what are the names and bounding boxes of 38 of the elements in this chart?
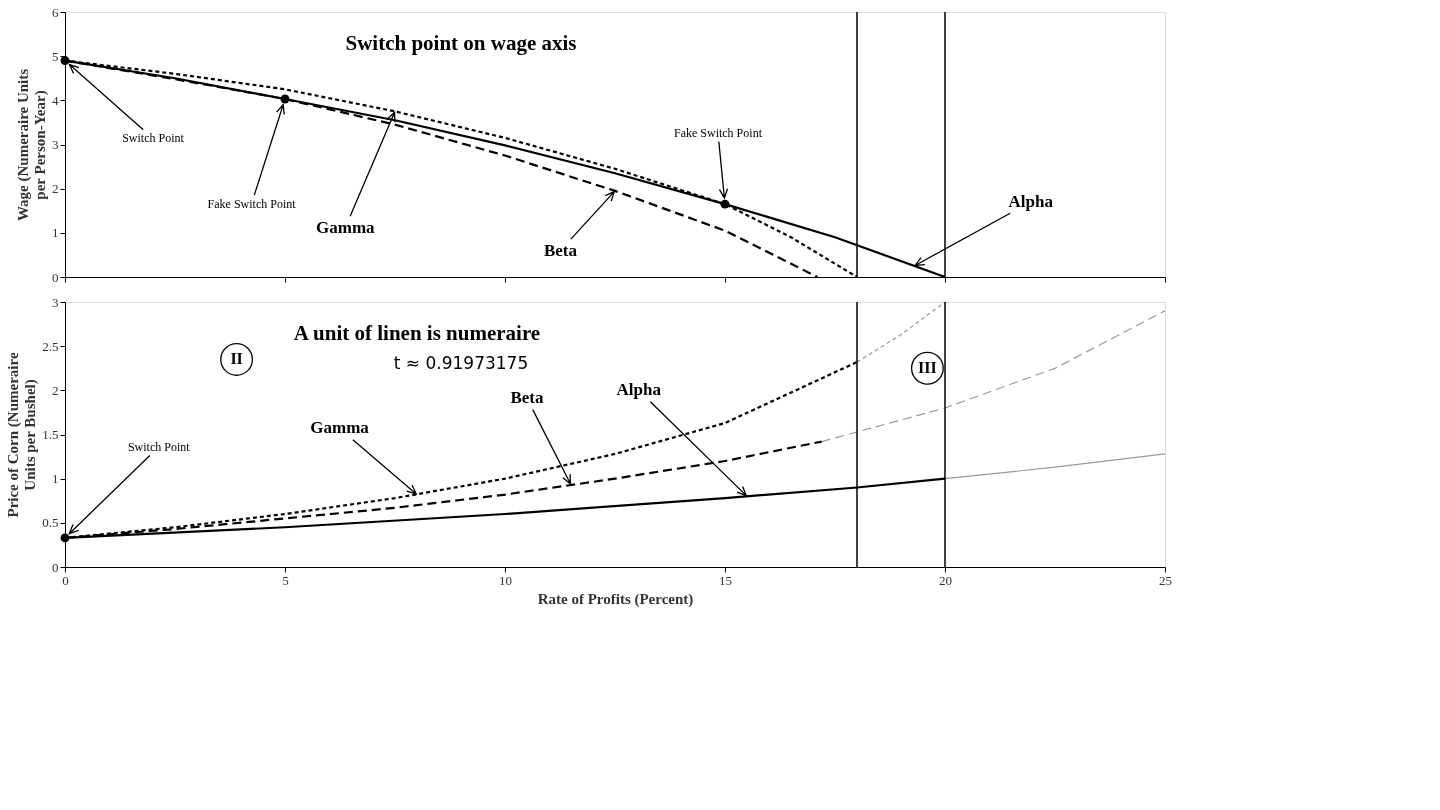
y-axis-title: Wage (Numeraire Units per Person-Year)	[15, 68, 49, 222]
y-tick-label: 0	[52, 559, 59, 575]
annotation: Switch Point	[127, 439, 191, 454]
y-tick-label: 2	[52, 382, 59, 398]
y-tick-label: 1	[52, 471, 59, 487]
y-tick-label: 4	[52, 92, 59, 108]
x-tick-label: 20	[939, 572, 952, 588]
annotation: Fake Switch Point	[207, 196, 297, 211]
annotation: II	[230, 350, 243, 368]
annotation: Beta	[510, 388, 545, 408]
x-tick-label: 0	[62, 572, 69, 588]
annotation: Fake Switch Point	[673, 126, 763, 141]
x-axis-title: Rate of Profits (Percent)	[537, 590, 694, 608]
y-tick-label: 2	[52, 181, 59, 197]
x-tick-label: 5	[282, 572, 289, 588]
y-tick-label: 0	[52, 269, 59, 285]
annotation: Gamma	[310, 418, 370, 438]
x-tick-label: 10	[499, 572, 512, 588]
y-tick-label: 0.5	[42, 515, 59, 531]
text: t ≈ 0.91973175	[393, 353, 529, 373]
text: Switch point on wage axis	[345, 31, 577, 55]
y-tick-label: 3	[52, 137, 59, 152]
y-tick-label: 1	[52, 225, 59, 241]
x-tick-label: 25	[1159, 572, 1172, 588]
y-tick-label: 3	[52, 294, 59, 310]
annotation: Alpha	[1008, 191, 1054, 211]
y-tick-label: 6	[52, 4, 59, 20]
annotation: III	[918, 359, 937, 377]
y-tick-label: 1.5	[42, 427, 59, 442]
annotation: Beta	[543, 240, 578, 260]
annotation: Gamma	[316, 217, 376, 237]
y-tick-label: 5	[52, 48, 59, 64]
y-tick-label: 2.5	[42, 338, 59, 354]
annotation: Switch Point	[122, 131, 185, 146]
text: A unit of linen is numeraire	[293, 321, 541, 345]
x-tick-label: 15	[719, 572, 732, 588]
y-axis-title: Price of Corn (Numeraire Units per Bushel)	[5, 352, 40, 518]
annotation: Alpha	[616, 380, 662, 400]
